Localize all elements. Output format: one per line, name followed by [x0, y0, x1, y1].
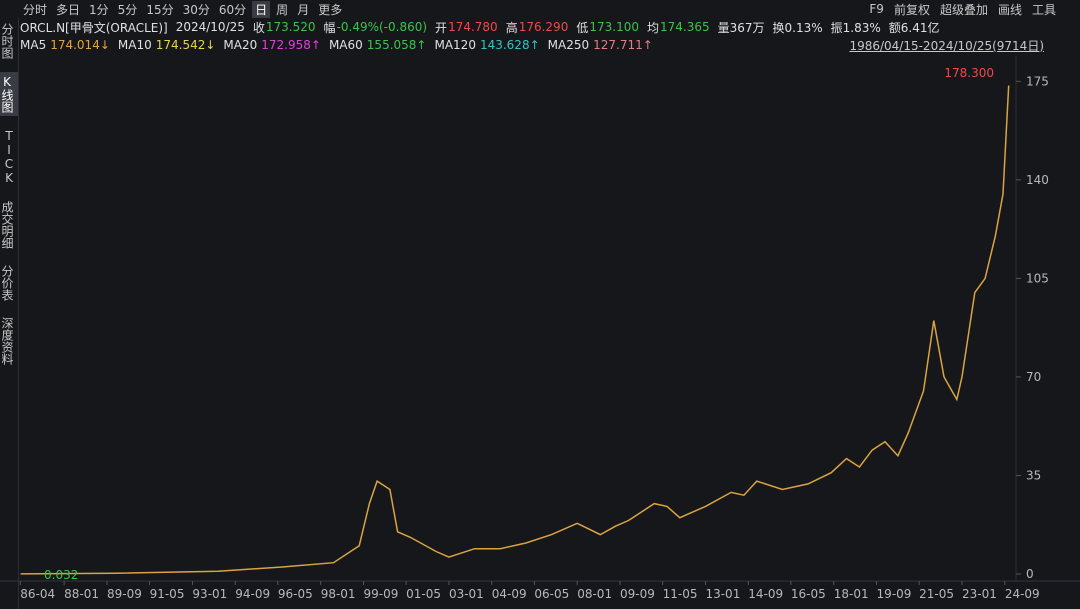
side-tab[interactable]: 分价表: [0, 265, 14, 301]
field-value: 174.780: [448, 20, 498, 34]
ma-name: MA10: [117, 38, 152, 52]
sidebar: 分时图 K线图 TICK 成交明细分价表深度资料: [0, 20, 18, 378]
quote-extra: 换0.13%: [772, 20, 823, 35]
x-tick-label: 19-09: [877, 587, 912, 601]
price-line: [20, 85, 1010, 575]
period-tab[interactable]: 多日: [56, 2, 81, 17]
ma-name: MA60: [328, 38, 363, 52]
ma-value: 174.014↓: [50, 38, 110, 52]
field-value: 176.290: [518, 20, 569, 34]
tool-button[interactable]: 工具: [1031, 2, 1056, 17]
x-tick-label: 88-01: [64, 587, 99, 601]
x-tick-label: 96-05: [278, 587, 313, 601]
field-value: 173.520: [265, 20, 316, 34]
period-tab[interactable]: 5分: [117, 2, 138, 17]
y-tick-label: 140: [1026, 173, 1049, 187]
ma-bar: MA5 174.014↓ MA10 174.542↓ MA20 172.958↑ MA60 1…: [20, 36, 661, 54]
tool-toolbar: F9 前复权 超级叠加 画线 工具: [859, 0, 1056, 18]
x-tick-label: 89-09: [107, 587, 142, 601]
period-tab[interactable]: 月: [297, 2, 310, 17]
field-label: 开: [435, 20, 448, 35]
field-label: 收: [252, 20, 265, 35]
x-tick-label: 14-09: [748, 587, 783, 601]
x-tick-label: 24-09: [1005, 587, 1040, 601]
field-value: 173.100: [589, 20, 639, 34]
x-tick-label: 98-01: [321, 587, 356, 601]
side-tab[interactable]: 深度资料: [0, 317, 14, 365]
period-tab[interactable]: 60分: [218, 2, 247, 17]
ma-name: MA20: [223, 38, 258, 52]
sidebar-divider: [18, 18, 19, 609]
period-tab[interactable]: 1分: [89, 2, 109, 17]
y-tick-label: 175: [1026, 74, 1049, 88]
x-tick-label: 06-05: [534, 587, 569, 601]
period-tab[interactable]: 周: [276, 2, 289, 17]
x-tick-label: 86-04: [20, 587, 55, 601]
period-tab[interactable]: 30分: [182, 2, 210, 17]
x-tick-label: 16-05: [791, 587, 826, 601]
x-tick-label: 01-05: [406, 587, 441, 601]
quote-extra: 振1.83%: [830, 20, 881, 35]
symbol: ORCL.N[甲骨文(ORACLE)]: [20, 20, 168, 35]
ma-value: 143.628↑: [479, 38, 540, 52]
y-tick-label: 105: [1026, 271, 1049, 285]
ma-name: MA5: [20, 38, 47, 52]
x-tick-label: 93-01: [192, 587, 227, 601]
period-tab[interactable]: 15分: [146, 2, 174, 17]
x-tick-label: 04-09: [492, 587, 527, 601]
quote-extra: 量367万: [717, 20, 765, 35]
field-label: 高: [505, 20, 518, 35]
ma-name: MA250: [547, 38, 590, 52]
y-tick-label: 35: [1026, 468, 1041, 482]
y-tick-label: 0: [1026, 567, 1034, 581]
tool-button[interactable]: F9: [869, 2, 884, 16]
x-tick-label: 11-05: [663, 587, 698, 601]
quote-bar: ORCL.N[甲骨文(ORACLE)] 2024/10/25 收 173.520 幅 -0…: [20, 18, 948, 36]
period-tab[interactable]: 更多: [318, 2, 343, 17]
x-tick-label: 18-01: [834, 587, 869, 601]
field-label: 低: [576, 20, 589, 35]
min-label: 0.032: [44, 568, 78, 582]
ma-value: 172.958↑: [261, 38, 321, 52]
tool-button[interactable]: 画线: [997, 2, 1022, 17]
x-tick-label: 94-09: [235, 587, 270, 601]
tool-button[interactable]: 前复权: [893, 2, 930, 17]
side-tab[interactable]: 分时图: [0, 23, 14, 59]
tool-button[interactable]: 超级叠加: [939, 2, 988, 17]
field-value: -0.49%(-0.860): [336, 20, 428, 34]
y-tick-label: 70: [1026, 370, 1041, 384]
date: 2024/10/25: [175, 20, 245, 34]
ma-value: 174.542↓: [155, 38, 216, 52]
date-range[interactable]: 1986/04/15-2024/10/25(9714日): [849, 38, 1044, 53]
x-tick-label: 21-05: [919, 587, 954, 601]
quote-extra: 额6.41亿: [888, 20, 940, 35]
period-tab[interactable]: 日: [252, 0, 271, 18]
ma-value: 155.058↑: [366, 38, 427, 52]
side-tab[interactable]: TICK: [2, 129, 16, 185]
x-tick-label: 91-05: [150, 587, 185, 601]
ma-value: 127.711↑: [593, 38, 653, 52]
period-toolbar: 分时 多日 1分 5分 15分 30分 60分日周月更多: [20, 0, 348, 18]
x-tick-label: 23-01: [962, 587, 997, 601]
x-tick-label: 03-01: [449, 587, 484, 601]
ma-name: MA120: [434, 38, 476, 52]
field-label: 均: [646, 20, 659, 35]
side-tab[interactable]: K线图: [0, 72, 18, 116]
x-tick-label: 09-09: [620, 587, 655, 601]
max-label: 178.300: [944, 66, 994, 80]
x-tick-label: 08-01: [577, 587, 612, 601]
x-tick-label: 99-09: [364, 587, 399, 601]
field-value: 174.365: [659, 20, 710, 34]
side-tab[interactable]: 成交明细: [0, 201, 14, 249]
field-label: 幅: [323, 20, 336, 35]
period-tab[interactable]: 分时: [23, 2, 48, 17]
x-tick-label: 13-01: [705, 587, 740, 601]
